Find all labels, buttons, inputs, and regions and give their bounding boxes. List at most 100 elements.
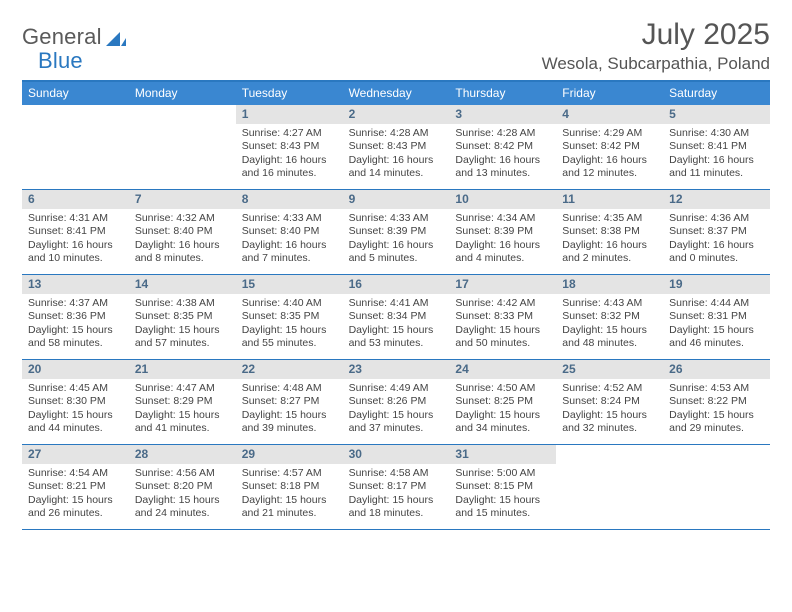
day-body: Sunrise: 4:34 AMSunset: 8:39 PMDaylight:… bbox=[449, 209, 556, 266]
week-row: 27Sunrise: 4:54 AMSunset: 8:21 PMDayligh… bbox=[22, 445, 770, 530]
day-number: 28 bbox=[129, 445, 236, 464]
day-cell: 24Sunrise: 4:50 AMSunset: 8:25 PMDayligh… bbox=[449, 360, 556, 444]
logo-sail-icon bbox=[106, 30, 126, 46]
day-body: Sunrise: 4:47 AMSunset: 8:29 PMDaylight:… bbox=[129, 379, 236, 436]
day-cell: 21Sunrise: 4:47 AMSunset: 8:29 PMDayligh… bbox=[129, 360, 236, 444]
day-body: Sunrise: 4:28 AMSunset: 8:42 PMDaylight:… bbox=[449, 124, 556, 181]
day-cell: 9Sunrise: 4:33 AMSunset: 8:39 PMDaylight… bbox=[343, 190, 450, 274]
day-cell bbox=[22, 105, 129, 189]
day-cell: 23Sunrise: 4:49 AMSunset: 8:26 PMDayligh… bbox=[343, 360, 450, 444]
day-cell: 27Sunrise: 4:54 AMSunset: 8:21 PMDayligh… bbox=[22, 445, 129, 529]
day-body: Sunrise: 5:00 AMSunset: 8:15 PMDaylight:… bbox=[449, 464, 556, 521]
day-number: 13 bbox=[22, 275, 129, 294]
day-cell: 11Sunrise: 4:35 AMSunset: 8:38 PMDayligh… bbox=[556, 190, 663, 274]
day-cell: 26Sunrise: 4:53 AMSunset: 8:22 PMDayligh… bbox=[663, 360, 770, 444]
day-number: 15 bbox=[236, 275, 343, 294]
day-body: Sunrise: 4:49 AMSunset: 8:26 PMDaylight:… bbox=[343, 379, 450, 436]
topbar: General Blue July 2025 Wesola, Subcarpat… bbox=[22, 18, 770, 74]
day-body: Sunrise: 4:31 AMSunset: 8:41 PMDaylight:… bbox=[22, 209, 129, 266]
day-body: Sunrise: 4:41 AMSunset: 8:34 PMDaylight:… bbox=[343, 294, 450, 351]
day-cell: 31Sunrise: 5:00 AMSunset: 8:15 PMDayligh… bbox=[449, 445, 556, 529]
day-number: 18 bbox=[556, 275, 663, 294]
day-cell: 29Sunrise: 4:57 AMSunset: 8:18 PMDayligh… bbox=[236, 445, 343, 529]
day-number: 4 bbox=[556, 105, 663, 124]
day-cell: 3Sunrise: 4:28 AMSunset: 8:42 PMDaylight… bbox=[449, 105, 556, 189]
logo-word2: Blue bbox=[38, 48, 83, 74]
day-body: Sunrise: 4:27 AMSunset: 8:43 PMDaylight:… bbox=[236, 124, 343, 181]
day-cell bbox=[663, 445, 770, 529]
day-body: Sunrise: 4:44 AMSunset: 8:31 PMDaylight:… bbox=[663, 294, 770, 351]
day-number: 29 bbox=[236, 445, 343, 464]
day-number: 8 bbox=[236, 190, 343, 209]
day-number: 17 bbox=[449, 275, 556, 294]
week-row: 20Sunrise: 4:45 AMSunset: 8:30 PMDayligh… bbox=[22, 360, 770, 445]
day-number: 7 bbox=[129, 190, 236, 209]
day-number: 31 bbox=[449, 445, 556, 464]
day-header: Wednesday bbox=[343, 82, 450, 105]
day-cell: 7Sunrise: 4:32 AMSunset: 8:40 PMDaylight… bbox=[129, 190, 236, 274]
calendar-page: General Blue July 2025 Wesola, Subcarpat… bbox=[0, 0, 792, 540]
day-header: Thursday bbox=[449, 82, 556, 105]
day-cell: 28Sunrise: 4:56 AMSunset: 8:20 PMDayligh… bbox=[129, 445, 236, 529]
day-number: 11 bbox=[556, 190, 663, 209]
day-number: 10 bbox=[449, 190, 556, 209]
day-cell: 17Sunrise: 4:42 AMSunset: 8:33 PMDayligh… bbox=[449, 275, 556, 359]
day-body: Sunrise: 4:30 AMSunset: 8:41 PMDaylight:… bbox=[663, 124, 770, 181]
day-cell: 13Sunrise: 4:37 AMSunset: 8:36 PMDayligh… bbox=[22, 275, 129, 359]
titles: July 2025 Wesola, Subcarpathia, Poland bbox=[542, 18, 770, 74]
location: Wesola, Subcarpathia, Poland bbox=[542, 54, 770, 74]
day-cell: 25Sunrise: 4:52 AMSunset: 8:24 PMDayligh… bbox=[556, 360, 663, 444]
day-cell: 1Sunrise: 4:27 AMSunset: 8:43 PMDaylight… bbox=[236, 105, 343, 189]
day-number bbox=[663, 445, 770, 464]
day-number: 1 bbox=[236, 105, 343, 124]
day-number: 5 bbox=[663, 105, 770, 124]
day-number: 3 bbox=[449, 105, 556, 124]
day-body: Sunrise: 4:35 AMSunset: 8:38 PMDaylight:… bbox=[556, 209, 663, 266]
day-body: Sunrise: 4:43 AMSunset: 8:32 PMDaylight:… bbox=[556, 294, 663, 351]
day-number: 14 bbox=[129, 275, 236, 294]
day-number: 6 bbox=[22, 190, 129, 209]
day-body: Sunrise: 4:33 AMSunset: 8:39 PMDaylight:… bbox=[343, 209, 450, 266]
day-body: Sunrise: 4:54 AMSunset: 8:21 PMDaylight:… bbox=[22, 464, 129, 521]
day-number: 25 bbox=[556, 360, 663, 379]
day-number: 26 bbox=[663, 360, 770, 379]
week-row: 6Sunrise: 4:31 AMSunset: 8:41 PMDaylight… bbox=[22, 190, 770, 275]
day-body: Sunrise: 4:42 AMSunset: 8:33 PMDaylight:… bbox=[449, 294, 556, 351]
day-cell: 16Sunrise: 4:41 AMSunset: 8:34 PMDayligh… bbox=[343, 275, 450, 359]
day-number: 24 bbox=[449, 360, 556, 379]
day-body: Sunrise: 4:37 AMSunset: 8:36 PMDaylight:… bbox=[22, 294, 129, 351]
day-cell: 20Sunrise: 4:45 AMSunset: 8:30 PMDayligh… bbox=[22, 360, 129, 444]
day-number: 19 bbox=[663, 275, 770, 294]
day-body: Sunrise: 4:52 AMSunset: 8:24 PMDaylight:… bbox=[556, 379, 663, 436]
day-body: Sunrise: 4:48 AMSunset: 8:27 PMDaylight:… bbox=[236, 379, 343, 436]
day-number: 16 bbox=[343, 275, 450, 294]
day-cell: 5Sunrise: 4:30 AMSunset: 8:41 PMDaylight… bbox=[663, 105, 770, 189]
day-header: Monday bbox=[129, 82, 236, 105]
day-cell: 18Sunrise: 4:43 AMSunset: 8:32 PMDayligh… bbox=[556, 275, 663, 359]
day-body: Sunrise: 4:32 AMSunset: 8:40 PMDaylight:… bbox=[129, 209, 236, 266]
day-header: Tuesday bbox=[236, 82, 343, 105]
day-number: 27 bbox=[22, 445, 129, 464]
day-body: Sunrise: 4:40 AMSunset: 8:35 PMDaylight:… bbox=[236, 294, 343, 351]
day-cell: 6Sunrise: 4:31 AMSunset: 8:41 PMDaylight… bbox=[22, 190, 129, 274]
day-cell: 19Sunrise: 4:44 AMSunset: 8:31 PMDayligh… bbox=[663, 275, 770, 359]
day-cell: 15Sunrise: 4:40 AMSunset: 8:35 PMDayligh… bbox=[236, 275, 343, 359]
day-body: Sunrise: 4:50 AMSunset: 8:25 PMDaylight:… bbox=[449, 379, 556, 436]
day-body: Sunrise: 4:58 AMSunset: 8:17 PMDaylight:… bbox=[343, 464, 450, 521]
day-header: Saturday bbox=[663, 82, 770, 105]
day-cell: 4Sunrise: 4:29 AMSunset: 8:42 PMDaylight… bbox=[556, 105, 663, 189]
day-number: 23 bbox=[343, 360, 450, 379]
day-body: Sunrise: 4:28 AMSunset: 8:43 PMDaylight:… bbox=[343, 124, 450, 181]
day-cell: 22Sunrise: 4:48 AMSunset: 8:27 PMDayligh… bbox=[236, 360, 343, 444]
day-body: Sunrise: 4:38 AMSunset: 8:35 PMDaylight:… bbox=[129, 294, 236, 351]
logo-word1: General bbox=[22, 24, 102, 50]
day-cell: 8Sunrise: 4:33 AMSunset: 8:40 PMDaylight… bbox=[236, 190, 343, 274]
day-header: Friday bbox=[556, 82, 663, 105]
day-body: Sunrise: 4:45 AMSunset: 8:30 PMDaylight:… bbox=[22, 379, 129, 436]
day-number: 2 bbox=[343, 105, 450, 124]
day-cell: 12Sunrise: 4:36 AMSunset: 8:37 PMDayligh… bbox=[663, 190, 770, 274]
logo-line2: Blue bbox=[38, 48, 83, 74]
week-row: 1Sunrise: 4:27 AMSunset: 8:43 PMDaylight… bbox=[22, 105, 770, 190]
day-cell: 30Sunrise: 4:58 AMSunset: 8:17 PMDayligh… bbox=[343, 445, 450, 529]
day-number: 21 bbox=[129, 360, 236, 379]
